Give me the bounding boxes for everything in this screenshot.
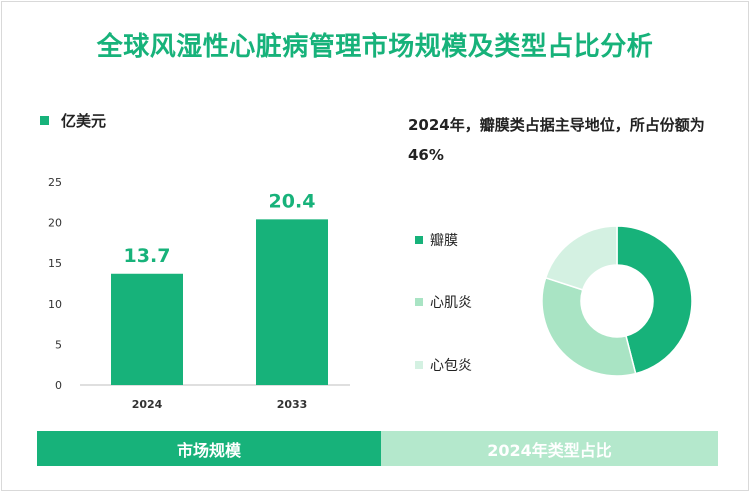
y-tick-label: 15 bbox=[48, 257, 62, 270]
unit-legend: 亿美元 bbox=[40, 110, 106, 131]
y-tick-label: 0 bbox=[55, 379, 62, 392]
data-label-2024: 13.7 bbox=[124, 245, 171, 267]
y-tick-label: 20 bbox=[48, 217, 62, 230]
legend-item-1: 瓣膜 bbox=[415, 230, 458, 250]
unit-swatch bbox=[40, 116, 49, 125]
pie-slice-1 bbox=[616, 225, 693, 375]
legend-label: 心包炎 bbox=[430, 358, 472, 374]
legend-swatch bbox=[415, 361, 423, 369]
pie-slice-2 bbox=[541, 276, 637, 377]
legend-label: 心肌炎 bbox=[430, 295, 472, 311]
y-tick-label: 5 bbox=[55, 338, 62, 351]
pie-slice-3 bbox=[544, 225, 618, 291]
section-label-type-share: 2024年类型占比 bbox=[381, 431, 718, 466]
pie-title: 2024年，瓣膜类占据主导地位，所占份额为46% bbox=[408, 116, 705, 164]
page-title: 全球风湿性心脏病管理市场规模及类型占比分析 bbox=[96, 32, 654, 62]
legend-swatch bbox=[415, 236, 423, 244]
x-tick-label-2033: 2033 bbox=[277, 398, 308, 411]
legend-swatch bbox=[415, 298, 423, 306]
y-tick-label: 10 bbox=[48, 298, 62, 311]
data-label-2033: 20.4 bbox=[269, 190, 316, 212]
legend-item-3: 心包炎 bbox=[415, 355, 472, 375]
bar-2033 bbox=[256, 219, 328, 385]
legend-item-2: 心肌炎 bbox=[415, 292, 472, 312]
unit-label: 亿美元 bbox=[61, 112, 107, 130]
bar-2024 bbox=[111, 273, 183, 385]
y-tick-label: 25 bbox=[48, 176, 62, 189]
legend-label: 瓣膜 bbox=[430, 233, 458, 249]
x-tick-label-2024: 2024 bbox=[132, 398, 163, 411]
section-label-market-size: 市场规模 bbox=[37, 431, 381, 466]
